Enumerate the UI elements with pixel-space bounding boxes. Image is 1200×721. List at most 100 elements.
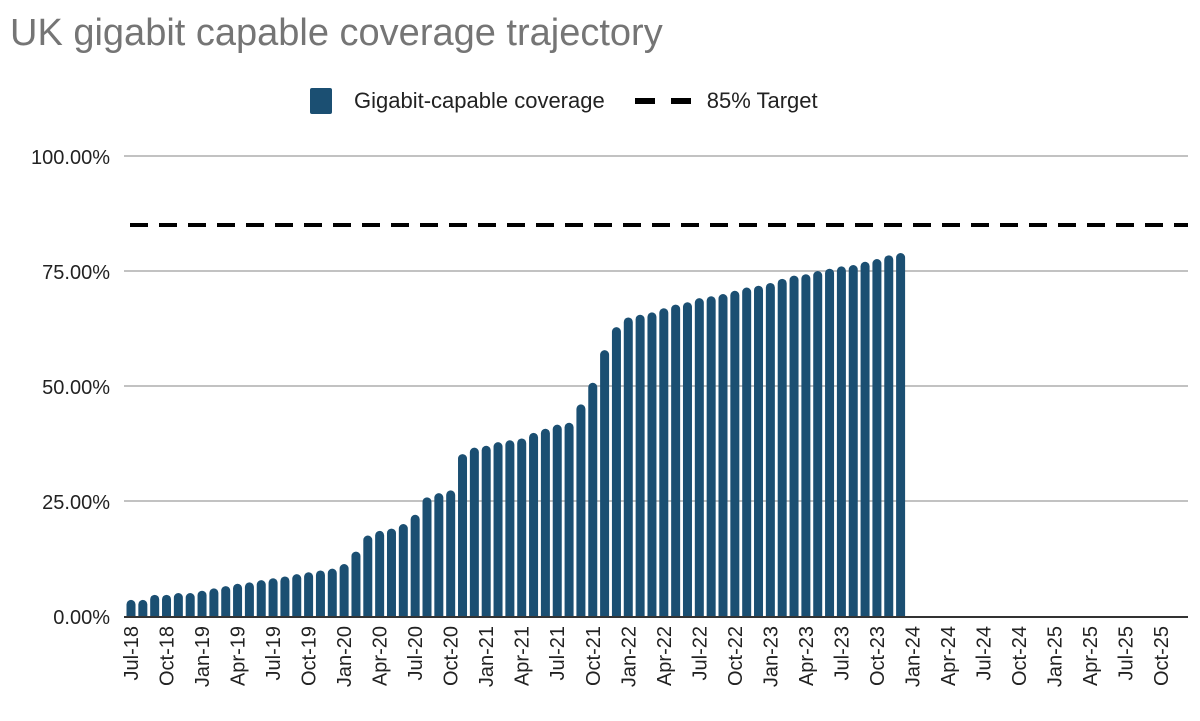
x-tick-label: Oct-21: [583, 626, 605, 686]
x-tick-label: Jul-24: [973, 626, 995, 680]
bar: [896, 253, 906, 616]
bar: [375, 530, 385, 616]
x-tick-label: Jan-24: [902, 626, 924, 687]
x-tick-label: Jan-19: [192, 626, 214, 687]
bar: [813, 271, 823, 616]
bar: [458, 454, 468, 616]
x-tick-label: Jul-22: [689, 626, 711, 680]
bar: [126, 599, 136, 616]
bar: [268, 578, 278, 616]
bar: [836, 266, 846, 616]
bar: [754, 285, 764, 616]
x-tick-label: Apr-20: [370, 626, 392, 686]
bar: [600, 350, 610, 616]
x-tick-label: Apr-24: [938, 626, 960, 686]
legend-swatch-coverage: [310, 88, 332, 114]
bar: [351, 551, 361, 616]
y-tick-label: 75.00%: [42, 262, 110, 284]
x-tick-label: Apr-25: [1080, 626, 1102, 686]
bar: [469, 447, 479, 616]
bar: [304, 572, 314, 616]
legend-label-coverage: Gigabit-capable coverage: [354, 88, 605, 113]
x-tick-label: Jan-23: [760, 626, 782, 687]
x-tick-label: Oct-25: [1151, 626, 1173, 686]
bar: [706, 296, 716, 616]
x-tick-label: Jan-25: [1045, 626, 1067, 687]
bar: [564, 422, 574, 616]
bar: [517, 438, 527, 616]
x-tick-label: Oct-20: [441, 626, 463, 686]
x-tick-label: Jan-21: [476, 626, 498, 687]
bar: [493, 442, 503, 616]
bar: [410, 514, 420, 616]
x-tick-label: Jan-20: [334, 626, 356, 687]
legend-swatch-target: [634, 98, 691, 104]
x-tick-label: Oct-19: [299, 626, 321, 686]
bar: [173, 593, 183, 616]
chart-title: UK gigabit capable coverage trajectory: [10, 12, 663, 54]
bar: [197, 590, 207, 616]
bar: [540, 428, 550, 616]
x-tick-label: Apr-22: [654, 626, 676, 686]
bar: [209, 588, 219, 616]
bar: [481, 445, 491, 616]
bar: [386, 528, 396, 616]
bar: [221, 586, 231, 616]
y-tick-label: 0.00%: [53, 607, 110, 629]
x-tick-label: Jul-19: [263, 626, 285, 680]
x-tick-label: Oct-22: [725, 626, 747, 686]
bar: [884, 255, 894, 616]
bar: [138, 599, 148, 616]
x-tick-label: Apr-21: [512, 626, 534, 686]
bar: [244, 582, 254, 616]
x-tick-label: Jul-25: [1116, 626, 1138, 680]
x-tick-label: Oct-18: [157, 626, 179, 686]
bar: [872, 259, 882, 616]
bar: [801, 274, 811, 616]
bar: [315, 570, 325, 616]
bar: [694, 298, 704, 616]
bar: [292, 574, 302, 616]
y-tick-label: 25.00%: [42, 492, 110, 514]
bar: [635, 314, 645, 616]
bar: [789, 275, 799, 616]
bar: [623, 317, 633, 616]
x-tick-label: Apr-19: [228, 626, 250, 686]
bar: [280, 576, 290, 616]
bar: [848, 265, 858, 616]
y-tick-label: 100.00%: [31, 147, 110, 169]
bar: [588, 382, 598, 616]
bar: [777, 278, 787, 616]
bar: [682, 302, 692, 616]
bar: [434, 493, 444, 616]
x-tick-label: Apr-23: [796, 626, 818, 686]
y-tick-label: 50.00%: [42, 377, 110, 399]
bar: [233, 583, 243, 616]
bar: [552, 424, 562, 616]
bar: [647, 312, 657, 616]
bar: [185, 593, 195, 616]
bar: [765, 282, 775, 616]
bar: [742, 287, 752, 616]
x-tick-label: Jul-21: [547, 626, 569, 680]
bar: [730, 290, 740, 616]
x-tick-label: Jan-22: [618, 626, 640, 687]
legend-label-target: 85% Target: [706, 88, 818, 113]
bar: [422, 497, 432, 616]
bar: [327, 568, 337, 616]
bar: [825, 268, 835, 616]
bar: [860, 261, 870, 616]
bar: [505, 440, 515, 616]
bar: [446, 490, 456, 616]
bar: [363, 535, 373, 616]
x-tick-label: Oct-24: [1009, 626, 1031, 686]
x-tick-label: Jul-23: [831, 626, 853, 680]
bar: [718, 294, 728, 616]
bar: [529, 432, 539, 616]
bar: [576, 404, 586, 616]
bar: [659, 308, 669, 616]
bar: [398, 524, 408, 616]
bar: [162, 594, 172, 616]
x-tick-label: Jul-18: [121, 626, 143, 680]
